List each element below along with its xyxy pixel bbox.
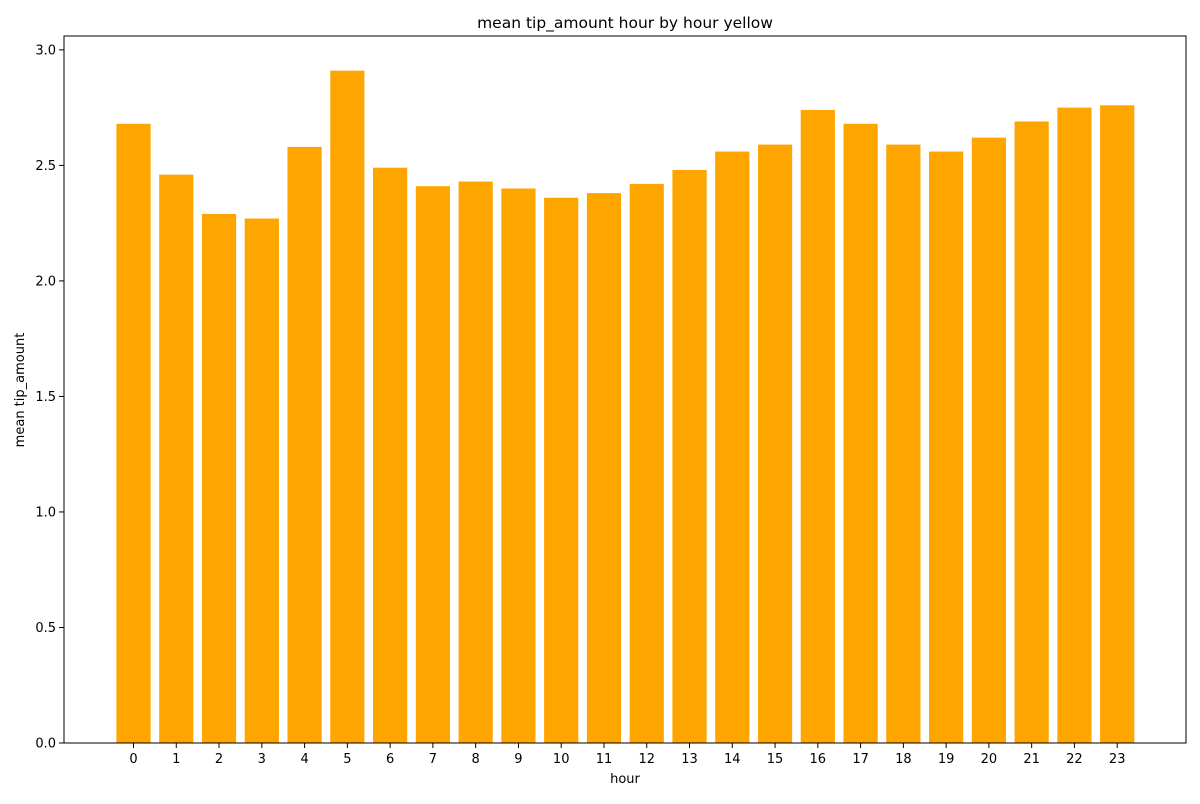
bar-hour-2 (201, 213, 237, 743)
x-tick-label: 16 (810, 752, 827, 767)
bar-hour-13 (672, 170, 707, 743)
x-tick-label: 1 (172, 752, 180, 767)
bar-hour-11 (586, 193, 622, 744)
bar-hour-6 (373, 167, 408, 743)
y-axis-label: mean tip_amount (13, 333, 28, 448)
x-tick-label: 6 (386, 752, 394, 767)
x-tick-label: 11 (596, 752, 613, 767)
y-tick-label: 2.5 (35, 159, 56, 174)
x-tick-label: 17 (852, 752, 869, 767)
bar-hour-20 (971, 137, 1006, 743)
x-tick-label: 14 (724, 752, 741, 767)
bar-hour-16 (800, 109, 835, 744)
x-tick-label: 7 (429, 752, 437, 767)
y-tick-label: 2.0 (35, 274, 56, 289)
y-tick-label: 1.5 (35, 390, 56, 405)
x-tick-label: 22 (1066, 752, 1083, 767)
x-tick-label: 2 (215, 752, 223, 767)
bar-hour-23 (1100, 105, 1135, 743)
x-tick-label: 3 (258, 752, 266, 767)
x-tick-label: 21 (1023, 752, 1040, 767)
x-tick-label: 8 (472, 752, 480, 767)
bar-hour-19 (929, 151, 964, 743)
x-tick-label: 13 (681, 752, 698, 767)
bar-hour-8 (458, 181, 493, 743)
y-tick-label: 0.0 (35, 737, 56, 752)
bar-hour-15 (757, 144, 793, 744)
bar-hour-17 (843, 123, 878, 744)
chart-title: mean tip_amount hour by hour yellow (477, 14, 773, 33)
x-tick-label: 9 (514, 752, 522, 767)
bar-hour-14 (715, 151, 750, 743)
bar-hour-4 (287, 146, 322, 743)
bar-hour-12 (629, 183, 664, 743)
y-tick-label: 1.0 (35, 505, 56, 520)
y-tick-label: 3.0 (35, 43, 56, 58)
x-tick-label: 5 (343, 752, 351, 767)
bar-hour-21 (1014, 121, 1049, 744)
x-tick-label: 10 (553, 752, 570, 767)
bar-hour-5 (330, 70, 365, 743)
x-tick-label: 19 (938, 752, 955, 767)
x-tick-label: 15 (767, 752, 784, 767)
bar-hour-10 (544, 197, 579, 744)
bar-hour-22 (1057, 107, 1092, 744)
x-tick-label: 4 (300, 752, 308, 767)
x-tick-label: 20 (981, 752, 998, 767)
x-tick-label: 23 (1109, 752, 1126, 767)
bar-hour-3 (244, 218, 279, 743)
bar-hour-0 (116, 123, 151, 744)
y-tick-label: 0.5 (35, 621, 56, 636)
bar-hour-1 (159, 174, 194, 743)
x-tick-label: 12 (638, 752, 655, 767)
bar-hour-9 (501, 188, 536, 744)
bar-hour-18 (886, 144, 921, 744)
bar-hour-7 (415, 186, 450, 743)
plot-frame (63, 35, 1187, 744)
x-tick-label: 0 (129, 752, 137, 767)
x-axis-label: hour (610, 772, 640, 787)
x-tick-label: 18 (895, 752, 912, 767)
